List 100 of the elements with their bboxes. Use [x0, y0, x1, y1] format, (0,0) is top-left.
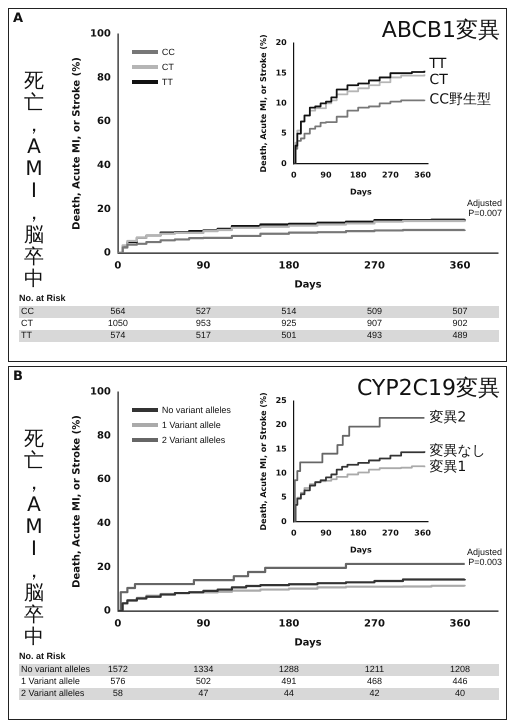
y-tick-label: 5 — [281, 128, 288, 138]
x-tick-label: 0 — [290, 528, 297, 538]
text: 491 — [280, 676, 298, 686]
text: No. at Risk — [19, 293, 67, 305]
text: CT — [21, 318, 33, 328]
chart-title: CYP2C19変異 — [356, 375, 500, 403]
text: 501 — [280, 330, 298, 340]
text: 514 — [280, 306, 298, 316]
x-tick-label: 180 — [278, 618, 300, 630]
x-axis-title: Days — [350, 187, 372, 196]
x-tick-label: 360 — [450, 260, 470, 272]
text: 1572 — [106, 664, 129, 674]
y-tick-label: 0 — [281, 516, 288, 526]
x-tick-label: 270 — [364, 260, 385, 272]
text: 1288 — [278, 664, 300, 674]
text: 953 — [194, 318, 212, 328]
text: 509 — [366, 306, 383, 316]
y-axis-title: Death, Acute MI, or Stroke (%) — [72, 57, 83, 230]
text: 489 — [451, 330, 468, 340]
annotation: Adjusted P=0.003 — [466, 547, 502, 568]
x-tick-label: 90 — [320, 528, 332, 538]
y-tick-label: 60 — [96, 474, 111, 486]
x-tick-label: 360 — [450, 618, 470, 630]
text: 42 — [368, 688, 380, 698]
y-tick-label: 100 — [90, 28, 111, 40]
series-label: CT — [429, 72, 448, 88]
text: 527 — [194, 306, 212, 316]
y-tick-label: 80 — [96, 430, 111, 442]
y-tick-label: 15 — [276, 68, 288, 78]
y-tick-label: 20 — [276, 420, 288, 430]
x-tick-label: 270 — [364, 618, 385, 630]
text: 576 — [109, 676, 126, 686]
y-axis-title: Death, Acute MI, or Stroke (%) — [258, 34, 268, 172]
text: No. at Risk — [19, 651, 67, 663]
y-tick-label: 10 — [276, 468, 288, 478]
annotation: Adjusted P=0.007 — [466, 198, 502, 218]
text: 574 — [109, 330, 126, 340]
text: 446 — [451, 676, 468, 686]
text: 507 — [451, 306, 468, 316]
legend-label: CC — [162, 46, 175, 56]
text: 564 — [109, 306, 126, 316]
chart-title: ABCB1変異 — [382, 17, 500, 45]
text: 502 — [194, 676, 212, 686]
x-axis-title: Days — [350, 545, 372, 554]
y-axis-title: Death, Acute MI, or Stroke (%) — [72, 415, 83, 588]
series-label: 変異1 — [429, 458, 466, 475]
x-tick-label: 90 — [196, 260, 210, 272]
text: 468 — [366, 676, 383, 686]
x-tick-label: 270 — [382, 528, 400, 538]
y-tick-label: 10 — [276, 98, 288, 108]
y-tick-label: 40 — [96, 160, 111, 171]
series-label: CC野生型 — [429, 91, 491, 108]
legend-label: 2 Variant alleles — [162, 434, 226, 444]
legend-label: TT — [162, 76, 173, 86]
y-tick-label: 20 — [96, 562, 111, 573]
text: A — [13, 11, 24, 26]
x-tick-label: 0 — [290, 170, 297, 180]
x-tick-label: 90 — [320, 170, 332, 180]
legend-label: 1 Variant allele — [162, 420, 221, 430]
text: CC — [21, 306, 34, 316]
text: 死亡，AMI，脳卒中 — [24, 68, 44, 290]
x-tick-label: 180 — [350, 528, 367, 538]
x-tick-label: 270 — [382, 170, 400, 180]
text: 47 — [197, 688, 210, 698]
text: TT — [21, 330, 32, 340]
x-tick-label: 360 — [414, 170, 432, 180]
text: 1211 — [364, 664, 386, 674]
y-tick-label: 80 — [96, 72, 111, 84]
y-tick-label: 15 — [276, 444, 288, 454]
y-tick-label: 5 — [281, 492, 288, 502]
text: 907 — [366, 318, 383, 328]
text: 58 — [112, 688, 124, 698]
y-tick-label: 20 — [96, 204, 111, 215]
text: 493 — [366, 330, 383, 340]
legend-label: No variant alleles — [162, 404, 231, 414]
series-label: 変異2 — [429, 410, 466, 426]
text: 44 — [282, 688, 295, 698]
x-tick-label: 90 — [196, 618, 210, 630]
text: 死亡，AMI，脳卒中 — [24, 426, 44, 648]
text: 2 Variant alleles — [21, 688, 84, 698]
x-tick-label: 0 — [114, 618, 122, 630]
y-tick-label: 60 — [96, 116, 111, 128]
text: 1208 — [448, 664, 471, 674]
x-axis-title: Days — [294, 280, 322, 291]
text: 40 — [454, 688, 466, 698]
text: 517 — [194, 330, 212, 340]
series-label: 変異なし — [429, 442, 486, 459]
x-tick-label: 180 — [350, 170, 367, 180]
x-tick-label: 0 — [114, 260, 122, 272]
text: 1 Variant allele — [21, 676, 80, 686]
x-tick-label: 360 — [414, 528, 432, 538]
text: No variant alleles — [21, 664, 90, 674]
y-axis-title: Death, Acute MI, or Stroke (%) — [258, 392, 268, 530]
x-tick-label: 180 — [278, 260, 300, 272]
text: 925 — [280, 318, 298, 328]
x-axis-title: Days — [294, 638, 322, 649]
y-tick-label: 0 — [104, 248, 111, 259]
text: 1334 — [192, 664, 214, 674]
y-tick-label: 20 — [276, 38, 288, 48]
legend-label: CT — [162, 62, 174, 72]
